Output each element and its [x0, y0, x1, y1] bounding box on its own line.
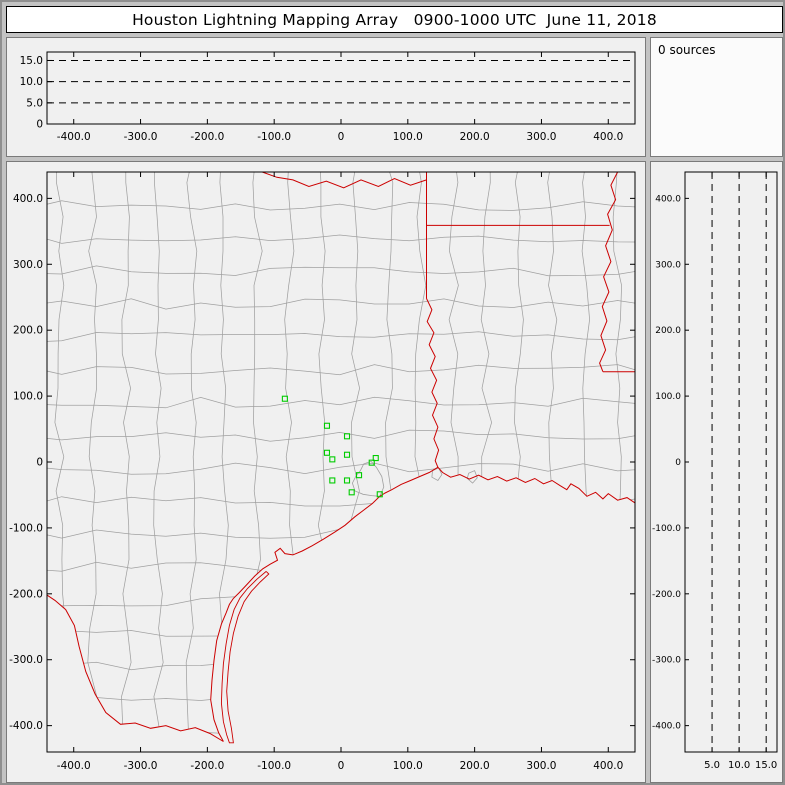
galveston-bay-outline	[351, 460, 385, 497]
sabine-lake-outline	[431, 467, 443, 482]
plan-view-map-plot[interactable]: 400.0 300.0 200.0 100.0 0 -100.0 -200.0 -300.0 -…	[7, 162, 645, 782]
svg-text:-100.0: -100.0	[652, 524, 681, 534]
state-border-red-river	[262, 171, 427, 189]
svg-text:400.0: 400.0	[655, 194, 681, 204]
lma-station-marker	[323, 449, 331, 456]
altitude-ew-panel[interactable]: 0 5.0 10.0 15.0 -400.0 -300.0 -200.0 -100.0 0 100…	[6, 37, 646, 157]
title-bar: Houston Lightning Mapping Array 0900-100…	[6, 6, 783, 33]
svg-text:100.0: 100.0	[13, 391, 43, 403]
svg-text:400.0: 400.0	[593, 760, 623, 772]
svg-text:-100.0: -100.0	[9, 522, 43, 534]
plot-border	[684, 171, 778, 753]
svg-text:300.0: 300.0	[526, 131, 556, 143]
svg-text:10.0: 10.0	[728, 760, 750, 771]
sources-count-panel: 0 sources	[650, 37, 783, 157]
lma-station-marker	[343, 451, 351, 458]
lma-station-marker	[323, 422, 331, 429]
svg-text:15.0: 15.0	[755, 760, 777, 771]
altitude-ns-plot[interactable]: 400.0 300.0 200.0 100.0 0 -100.0 -200.0 -300.0 -…	[651, 162, 782, 782]
barrier-islands	[220, 571, 270, 744]
svg-text:-400.0: -400.0	[57, 760, 91, 772]
state-border-sabine-river	[426, 298, 440, 468]
svg-text:300.0: 300.0	[13, 259, 43, 271]
svg-text:-300.0: -300.0	[124, 131, 158, 143]
lma-station-marker	[343, 477, 351, 484]
svg-text:-200.0: -200.0	[652, 590, 681, 600]
svg-text:400.0: 400.0	[593, 131, 623, 143]
svg-text:-400.0: -400.0	[9, 720, 43, 732]
svg-text:400.0: 400.0	[13, 193, 43, 205]
svg-text:-200.0: -200.0	[9, 588, 43, 600]
svg-text:200.0: 200.0	[655, 326, 681, 336]
state-border-mississippi-river	[599, 171, 619, 372]
county-boundaries	[47, 172, 635, 742]
calcasieu-lake-outline	[466, 470, 478, 484]
svg-text:0: 0	[36, 457, 43, 469]
window-title: Houston Lightning Mapping Array 0900-100…	[132, 10, 657, 29]
svg-text:100.0: 100.0	[393, 760, 423, 772]
coastline	[210, 466, 636, 742]
svg-text:0: 0	[338, 760, 345, 772]
svg-text:-400.0: -400.0	[57, 131, 91, 143]
svg-text:-300.0: -300.0	[124, 760, 158, 772]
svg-text:10.0: 10.0	[20, 76, 43, 88]
svg-text:-100.0: -100.0	[257, 760, 291, 772]
altitude-ns-panel[interactable]: 400.0 300.0 200.0 100.0 0 -100.0 -200.0 -300.0 -…	[650, 161, 783, 783]
lma-station-marker	[343, 433, 351, 440]
svg-text:-200.0: -200.0	[190, 131, 224, 143]
svg-text:-100.0: -100.0	[257, 131, 291, 143]
svg-text:-300.0: -300.0	[9, 654, 43, 666]
lma-station-marker	[368, 459, 375, 466]
svg-text:-300.0: -300.0	[652, 656, 681, 666]
svg-text:200.0: 200.0	[460, 131, 490, 143]
svg-text:200.0: 200.0	[460, 760, 490, 772]
svg-text:100.0: 100.0	[655, 392, 681, 402]
svg-text:0: 0	[338, 131, 345, 143]
plot-border	[46, 171, 636, 753]
svg-text:5.0: 5.0	[704, 760, 720, 771]
svg-text:100.0: 100.0	[393, 131, 423, 143]
svg-text:0: 0	[36, 119, 43, 131]
lma-station-marker	[329, 456, 336, 463]
svg-text:0: 0	[675, 458, 681, 468]
sources-count-label: 0 sources	[658, 43, 716, 57]
lma-station-marker	[355, 472, 363, 479]
svg-text:15.0: 15.0	[20, 55, 43, 67]
altitude-ew-plot[interactable]: 0 5.0 10.0 15.0 -400.0 -300.0 -200.0 -100.0 0 100…	[7, 38, 645, 156]
lma-station-marker	[348, 489, 355, 496]
lma-station-marker	[372, 454, 379, 462]
svg-text:200.0: 200.0	[13, 325, 43, 337]
lma-station-marker	[329, 477, 336, 484]
svg-text:-200.0: -200.0	[190, 760, 224, 772]
plan-view-map-panel[interactable]: 400.0 300.0 200.0 100.0 0 -100.0 -200.0 -300.0 -…	[6, 161, 646, 783]
rio-grande-border	[46, 594, 224, 742]
svg-text:300.0: 300.0	[655, 260, 681, 270]
svg-text:5.0: 5.0	[26, 97, 43, 109]
svg-text:300.0: 300.0	[526, 760, 556, 772]
lma-station-marker	[376, 491, 383, 498]
svg-text:-400.0: -400.0	[652, 722, 681, 732]
plot-border	[46, 51, 636, 125]
lma-station-marker	[281, 395, 288, 402]
